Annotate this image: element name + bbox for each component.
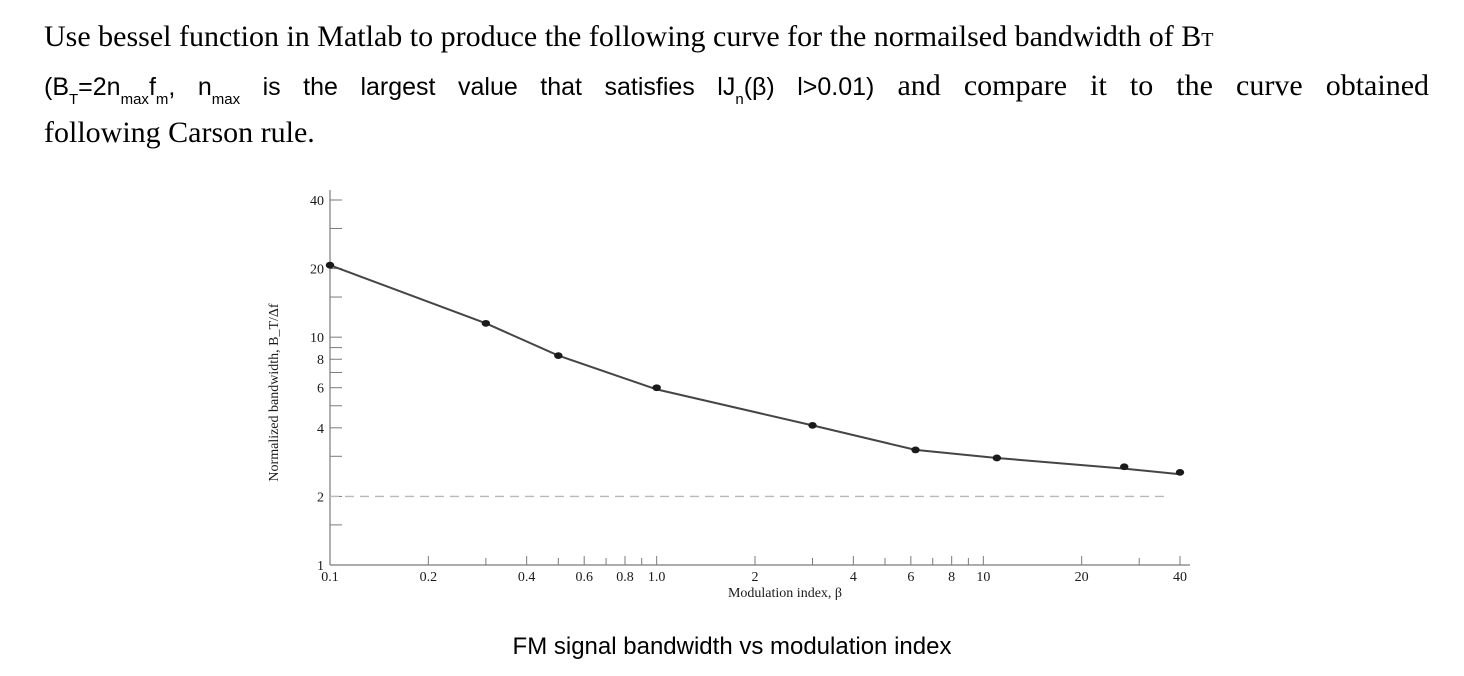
problem-line-1-text: Use bessel function in Matlab to produce…	[44, 20, 1202, 53]
formula-condition: (β) l>0.01)	[743, 73, 875, 101]
bandwidth-curve	[329, 264, 1181, 476]
x-tick-label: 0.2	[420, 570, 438, 585]
x-tick-label: 40	[1173, 570, 1187, 585]
data-point	[808, 421, 817, 429]
x-axis-label: Modulation index, β	[728, 586, 842, 601]
data-point	[554, 352, 563, 360]
data-point	[1120, 463, 1129, 471]
data-point	[481, 319, 491, 327]
data-point	[325, 261, 335, 269]
problem-line-1-subscript: T	[1201, 29, 1214, 51]
problem-statement: Use bessel function in Matlab to produce…	[44, 14, 1429, 155]
x-tick-label: 6	[907, 570, 914, 585]
problem-line-3: following Carson rule.	[44, 116, 315, 149]
formula-sub-max-2: max	[211, 91, 241, 108]
formula-sub-t: T	[69, 91, 79, 108]
x-tick-label: 1.0	[648, 570, 666, 585]
y-axis-label: Normalized bandwidth, B_T/Δf	[267, 303, 282, 481]
x-tick-label: 8	[948, 570, 955, 585]
x-tick-label: 4	[850, 570, 857, 585]
y-tick-label: 10	[310, 331, 324, 346]
figure-caption: FM signal bandwidth vs modulation index	[512, 633, 952, 660]
y-tick-label: 8	[317, 353, 324, 368]
formula-sub-max: max	[120, 91, 149, 108]
y-tick-label: 6	[317, 382, 324, 397]
data-point	[1175, 468, 1185, 476]
x-tick-label: 0.6	[575, 570, 593, 585]
y-tick-label: 20	[310, 263, 324, 278]
data-point	[652, 384, 661, 392]
formula-comma-n: , n	[168, 73, 212, 101]
x-tick-label: 0.1	[321, 570, 339, 585]
x-tick-label: 10	[976, 570, 990, 585]
x-tick-label: 2	[752, 570, 759, 585]
x-tick-label: 20	[1075, 570, 1089, 585]
data-point	[992, 454, 1002, 462]
y-tick-label: 40	[310, 194, 324, 209]
data-point	[911, 446, 920, 454]
problem-formula: (BT=2nmaxfm, nmax is the largest value t…	[44, 73, 875, 107]
formula-f: f	[148, 73, 156, 101]
y-tick-label: 2	[317, 490, 324, 505]
problem-line-1: Use bessel function in Matlab to produce…	[44, 14, 1429, 63]
formula-sub-n: n	[735, 91, 744, 108]
formula-eq: =2n	[78, 73, 121, 101]
formula-condition-text: is the largest value that satisfies lJ	[240, 73, 736, 101]
x-tick-label: 0.8	[616, 570, 634, 585]
problem-line-2: (BT=2nmaxfm, nmax is the largest value t…	[44, 63, 1429, 110]
x-tick-label: 0.4	[518, 570, 536, 585]
formula-sub-m: m	[155, 91, 169, 108]
problem-line-2-rest: and compare it to the curve obtained	[874, 69, 1430, 102]
formula-open: (B	[44, 73, 69, 101]
y-tick-label: 1	[317, 559, 324, 574]
y-tick-label: 4	[317, 422, 324, 437]
